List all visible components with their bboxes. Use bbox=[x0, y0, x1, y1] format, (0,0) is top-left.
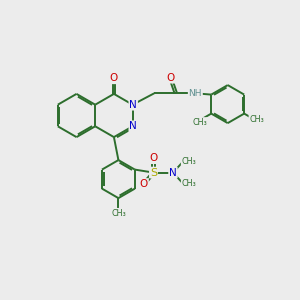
Text: O: O bbox=[166, 73, 175, 83]
Text: O: O bbox=[149, 153, 158, 163]
Text: N: N bbox=[129, 121, 137, 131]
Text: N: N bbox=[129, 100, 137, 110]
Text: CH₃: CH₃ bbox=[193, 118, 208, 127]
Text: CH₃: CH₃ bbox=[182, 157, 196, 166]
Text: S: S bbox=[150, 168, 157, 178]
Text: N: N bbox=[169, 168, 177, 178]
Text: CH₃: CH₃ bbox=[111, 208, 126, 217]
Text: O: O bbox=[110, 73, 118, 83]
Text: CH₃: CH₃ bbox=[249, 116, 264, 124]
Text: NH: NH bbox=[189, 89, 202, 98]
Text: O: O bbox=[140, 179, 148, 189]
Text: CH₃: CH₃ bbox=[182, 179, 196, 188]
